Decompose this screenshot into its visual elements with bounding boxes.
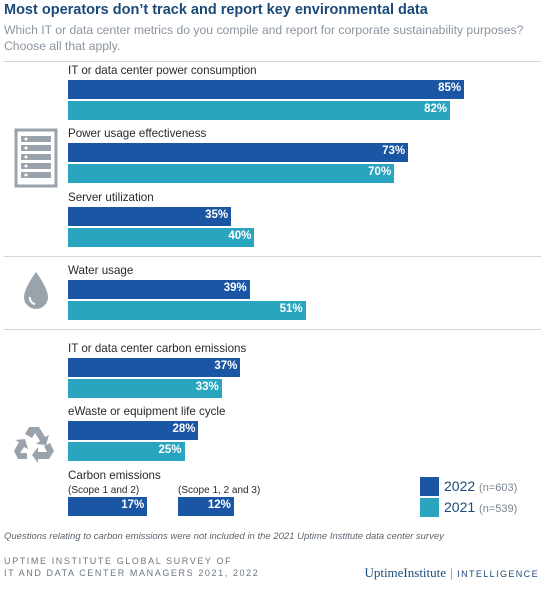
category-label: Water usage xyxy=(68,264,134,277)
chart-title: Most operators don’t track and report ke… xyxy=(4,2,428,18)
source-line-2: IT AND DATA CENTER MANAGERS 2021, 2022 xyxy=(4,568,260,578)
footnote: Questions relating to carbon emissions w… xyxy=(4,531,444,542)
category-label: eWaste or equipment life cycle xyxy=(68,405,226,418)
bar-2021: 25% xyxy=(68,442,185,461)
bar-value-label: 73% xyxy=(382,145,406,157)
bar-value-label: 12% xyxy=(207,499,231,511)
bar-2022: 35% xyxy=(68,207,232,226)
recycle-icon xyxy=(14,427,54,463)
category-label: Server utilization xyxy=(68,191,154,204)
bar-2022: 73% xyxy=(68,143,409,162)
bar-2022: 28% xyxy=(68,421,199,440)
water-drop-icon xyxy=(24,272,48,309)
bar-value-label: 35% xyxy=(205,209,229,221)
bar-2022: 39% xyxy=(68,280,250,299)
bar-value-label: 28% xyxy=(172,423,196,435)
legend-label-2022: 2022 (n=603) xyxy=(444,478,517,494)
chart-subtitle: Which IT or data center metrics do you c… xyxy=(4,23,524,53)
bar-value-label: 25% xyxy=(158,444,182,456)
bar-value-label: 82% xyxy=(424,103,448,115)
bar-value-label: 85% xyxy=(438,82,462,94)
scope-sublabel: (Scope 1 and 2) xyxy=(68,485,140,496)
divider-2 xyxy=(4,329,541,330)
brand-name: UptimeInstitute xyxy=(364,565,447,580)
bar-2021: 51% xyxy=(68,301,306,320)
scope-sublabel: (Scope 1, 2 and 3) xyxy=(178,485,261,496)
bar-2022: 37% xyxy=(68,358,241,377)
legend-n-2022: (n=603) xyxy=(479,482,518,494)
bar-2022-carbon: 12% xyxy=(178,497,234,516)
category-label: IT or data center power consumption xyxy=(68,64,257,77)
legend-swatch-2021 xyxy=(420,498,439,517)
bar-value-label: 33% xyxy=(195,381,219,393)
bar-2021: 33% xyxy=(68,379,222,398)
bar-2021: 40% xyxy=(68,228,255,247)
bar-2022-carbon: 17% xyxy=(68,497,148,516)
bar-value-label: 51% xyxy=(279,303,303,315)
legend-label-2021: 2021 (n=539) xyxy=(444,499,517,515)
bar-value-label: 70% xyxy=(368,166,392,178)
category-label-carbon: Carbon emissions xyxy=(68,469,161,482)
brand-separator: | xyxy=(450,566,454,580)
category-label: Power usage effectiveness xyxy=(68,127,207,140)
category-label: IT or data center carbon emissions xyxy=(68,342,247,355)
legend-series-2021: 2021 xyxy=(444,499,476,515)
bar-value-label: 39% xyxy=(223,282,247,294)
legend-n-2021: (n=539) xyxy=(479,503,518,515)
divider-1 xyxy=(4,256,541,257)
bar-2021: 82% xyxy=(68,101,451,120)
bar-value-label: 40% xyxy=(228,230,252,242)
legend-swatch-2022 xyxy=(420,477,439,496)
source-line-1: UPTIME INSTITUTE GLOBAL SURVEY OF xyxy=(4,556,233,566)
legend-series-2022: 2022 xyxy=(444,478,476,494)
brand-logo: UptimeInstitute | INTELLIGENCE xyxy=(364,565,539,581)
divider-top xyxy=(4,61,541,62)
bar-2022: 85% xyxy=(68,80,465,99)
bar-value-label: 17% xyxy=(121,499,145,511)
server-rack-icon xyxy=(14,128,58,188)
bar-value-label: 37% xyxy=(214,360,238,372)
brand-suffix: INTELLIGENCE xyxy=(457,569,539,579)
bar-2021: 70% xyxy=(68,164,395,183)
